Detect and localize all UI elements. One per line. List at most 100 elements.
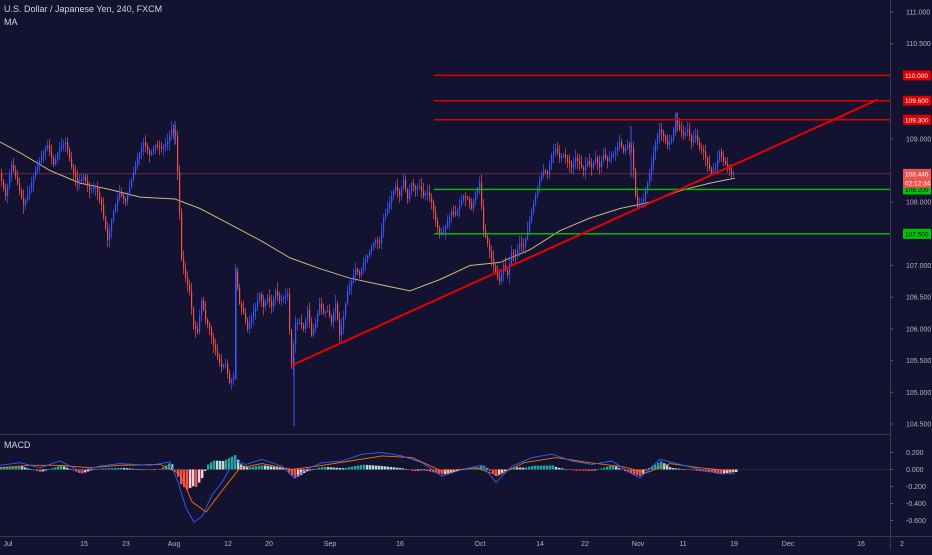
- candle-body: [559, 153, 561, 158]
- macd-histogram-bar: [153, 469, 156, 470]
- price-axis-label: 108.000: [906, 200, 931, 207]
- macd-histogram-bar: [492, 469, 495, 474]
- macd-histogram-bar: [606, 466, 609, 470]
- candle-body: [109, 230, 111, 241]
- candle-body: [295, 322, 297, 345]
- candle-body: [569, 160, 571, 165]
- candle-body: [615, 151, 617, 154]
- macd-histogram-bar: [300, 469, 303, 475]
- macd-histogram-bar: [240, 464, 243, 470]
- candle-body: [227, 363, 229, 374]
- candle-body: [479, 183, 481, 188]
- macd-histogram-bar: [159, 468, 162, 470]
- candle-body: [23, 197, 25, 206]
- candle-body: [387, 208, 389, 214]
- candle-body: [305, 319, 307, 329]
- macd-histogram-bar: [105, 468, 108, 470]
- candle-body: [543, 170, 545, 176]
- time-axis-label: 15: [80, 541, 88, 548]
- indicator-label[interactable]: MA: [4, 17, 18, 27]
- candle-body: [81, 178, 83, 182]
- candle-body: [217, 351, 219, 358]
- macd-histogram-bar: [396, 467, 399, 470]
- macd-histogram-bar: [108, 468, 111, 470]
- candle-body: [299, 322, 301, 324]
- candle-body: [471, 203, 473, 209]
- candle-body: [223, 365, 225, 367]
- candle-body: [105, 216, 107, 229]
- candle-body: [593, 162, 595, 168]
- candle-body: [297, 322, 299, 324]
- candle-body: [337, 303, 339, 320]
- macd-histogram-bar: [720, 469, 723, 474]
- macd-histogram-bar: [195, 469, 198, 487]
- macd-histogram-bar: [540, 465, 543, 470]
- macd-histogram-bar: [210, 462, 213, 470]
- macd-histogram-bar: [0, 466, 3, 470]
- candle-body: [107, 228, 109, 241]
- candle-body: [237, 271, 239, 288]
- macd-histogram-bar: [456, 469, 459, 472]
- candle-body: [197, 328, 199, 333]
- macd-histogram-bar: [636, 469, 639, 476]
- macd-pane-label[interactable]: MACD: [4, 440, 31, 450]
- candle-body: [685, 132, 687, 136]
- macd-histogram-bar: [600, 468, 603, 470]
- candle-body: [437, 221, 439, 228]
- candle-body: [563, 154, 565, 157]
- macd-histogram-bar: [237, 459, 240, 470]
- macd-histogram-bar: [384, 466, 387, 470]
- macd-histogram-bar: [270, 466, 273, 470]
- candle-body: [205, 309, 207, 320]
- candle-body: [421, 186, 423, 192]
- candle-body: [731, 170, 733, 174]
- macd-histogram-bar: [93, 469, 96, 470]
- macd-histogram-bar: [258, 465, 261, 470]
- candle-body: [483, 206, 485, 231]
- macd-histogram-bar: [54, 467, 57, 470]
- candle-body: [427, 192, 429, 195]
- macd-histogram-bar: [672, 468, 675, 470]
- candle-body: [631, 146, 633, 149]
- candle-body: [203, 300, 205, 310]
- candle-body: [269, 297, 271, 302]
- current-price-label: 108.446: [905, 171, 929, 178]
- candle-body: [247, 321, 249, 329]
- candle-body: [423, 191, 425, 196]
- macd-histogram-bar: [99, 468, 102, 470]
- candle-body: [395, 186, 397, 192]
- candle-body: [351, 281, 353, 287]
- candle-body: [501, 273, 503, 282]
- candle-body: [577, 157, 579, 161]
- candle-body: [7, 185, 9, 196]
- macd-histogram-bar: [324, 466, 327, 470]
- candle-body: [439, 227, 441, 234]
- macd-histogram-bar: [129, 468, 132, 470]
- candle-body: [525, 238, 527, 247]
- candle-body: [701, 148, 703, 150]
- candle-body: [179, 171, 181, 213]
- macd-histogram-bar: [498, 469, 501, 475]
- candle-body: [157, 145, 159, 147]
- candle-body: [385, 213, 387, 218]
- macd-histogram-bar: [144, 469, 147, 470]
- candle-body: [85, 176, 87, 182]
- macd-histogram-bar: [609, 465, 612, 470]
- candle-body: [293, 344, 295, 367]
- macd-histogram-bar: [363, 464, 366, 470]
- candle-body: [565, 154, 567, 158]
- price-axis-label: 111.000: [906, 10, 930, 17]
- macd-histogram-bar: [282, 468, 285, 470]
- candle-body: [723, 156, 725, 161]
- candle-body: [633, 148, 635, 171]
- candle-body: [549, 164, 551, 174]
- macd-line: [0, 452, 735, 523]
- candle-body: [575, 157, 577, 163]
- candle-body: [573, 162, 575, 168]
- macd-histogram-bar: [618, 468, 621, 470]
- macd-histogram-bar: [192, 469, 195, 487]
- ascending-trendline[interactable]: [290, 98, 879, 367]
- candle-body: [511, 252, 513, 264]
